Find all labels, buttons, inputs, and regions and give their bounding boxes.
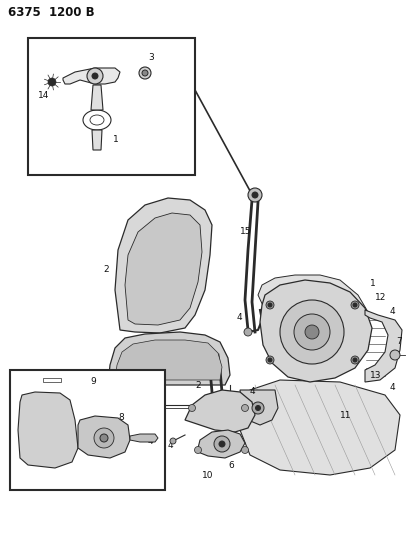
Circle shape <box>48 78 56 86</box>
Text: 4: 4 <box>148 438 154 447</box>
Circle shape <box>268 303 272 307</box>
Text: 3: 3 <box>148 53 154 62</box>
Polygon shape <box>125 213 202 325</box>
Circle shape <box>195 447 202 454</box>
Text: 4: 4 <box>250 387 256 397</box>
Circle shape <box>94 428 114 448</box>
Circle shape <box>170 438 176 444</box>
Text: 4: 4 <box>390 383 396 392</box>
Circle shape <box>100 434 108 442</box>
Circle shape <box>266 301 274 309</box>
Circle shape <box>244 328 252 336</box>
Text: 7: 7 <box>396 337 402 346</box>
Circle shape <box>92 73 98 79</box>
Text: 16: 16 <box>27 387 38 397</box>
Polygon shape <box>38 376 66 384</box>
Polygon shape <box>258 275 368 312</box>
Circle shape <box>214 436 230 452</box>
Text: 11: 11 <box>340 410 352 419</box>
Text: 4: 4 <box>237 313 243 322</box>
Polygon shape <box>260 280 372 382</box>
Circle shape <box>242 405 248 411</box>
Circle shape <box>353 358 357 362</box>
Bar <box>28 38 195 175</box>
Circle shape <box>252 192 258 198</box>
Bar <box>10 370 165 490</box>
Text: 5: 5 <box>225 410 231 419</box>
Circle shape <box>255 406 260 410</box>
Polygon shape <box>115 340 222 380</box>
Polygon shape <box>108 332 230 385</box>
Circle shape <box>280 300 344 364</box>
Circle shape <box>268 358 272 362</box>
Text: 4: 4 <box>390 308 396 317</box>
Text: 1: 1 <box>113 135 119 144</box>
Circle shape <box>351 356 359 364</box>
Text: 4: 4 <box>168 440 174 449</box>
Text: 14: 14 <box>38 91 49 100</box>
Polygon shape <box>63 68 120 84</box>
Text: 13: 13 <box>370 370 381 379</box>
Polygon shape <box>92 130 102 150</box>
Circle shape <box>353 303 357 307</box>
Polygon shape <box>240 390 278 425</box>
Text: 1: 1 <box>370 279 376 287</box>
Text: 2: 2 <box>195 381 201 390</box>
Text: 8: 8 <box>118 414 124 423</box>
Polygon shape <box>185 390 255 432</box>
Circle shape <box>305 325 319 339</box>
Polygon shape <box>115 198 212 333</box>
Polygon shape <box>365 310 402 382</box>
Polygon shape <box>91 85 103 110</box>
Polygon shape <box>130 434 158 442</box>
Polygon shape <box>240 380 400 475</box>
Text: 6375  1200 B: 6375 1200 B <box>8 5 95 19</box>
Circle shape <box>242 447 248 454</box>
Polygon shape <box>198 430 245 458</box>
Circle shape <box>248 188 262 202</box>
Text: 9: 9 <box>90 377 96 386</box>
Text: 10: 10 <box>202 471 213 480</box>
Circle shape <box>139 67 151 79</box>
Text: 2: 2 <box>103 265 109 274</box>
Text: 6: 6 <box>228 462 234 471</box>
Text: 12: 12 <box>375 294 386 303</box>
Polygon shape <box>78 416 130 458</box>
Circle shape <box>351 301 359 309</box>
Circle shape <box>294 314 330 350</box>
Polygon shape <box>18 392 78 468</box>
Circle shape <box>390 350 400 360</box>
Circle shape <box>188 405 195 411</box>
Circle shape <box>142 70 148 76</box>
Circle shape <box>87 68 103 84</box>
Text: 15: 15 <box>240 228 251 237</box>
Circle shape <box>252 402 264 414</box>
Circle shape <box>266 356 274 364</box>
Circle shape <box>219 441 225 447</box>
